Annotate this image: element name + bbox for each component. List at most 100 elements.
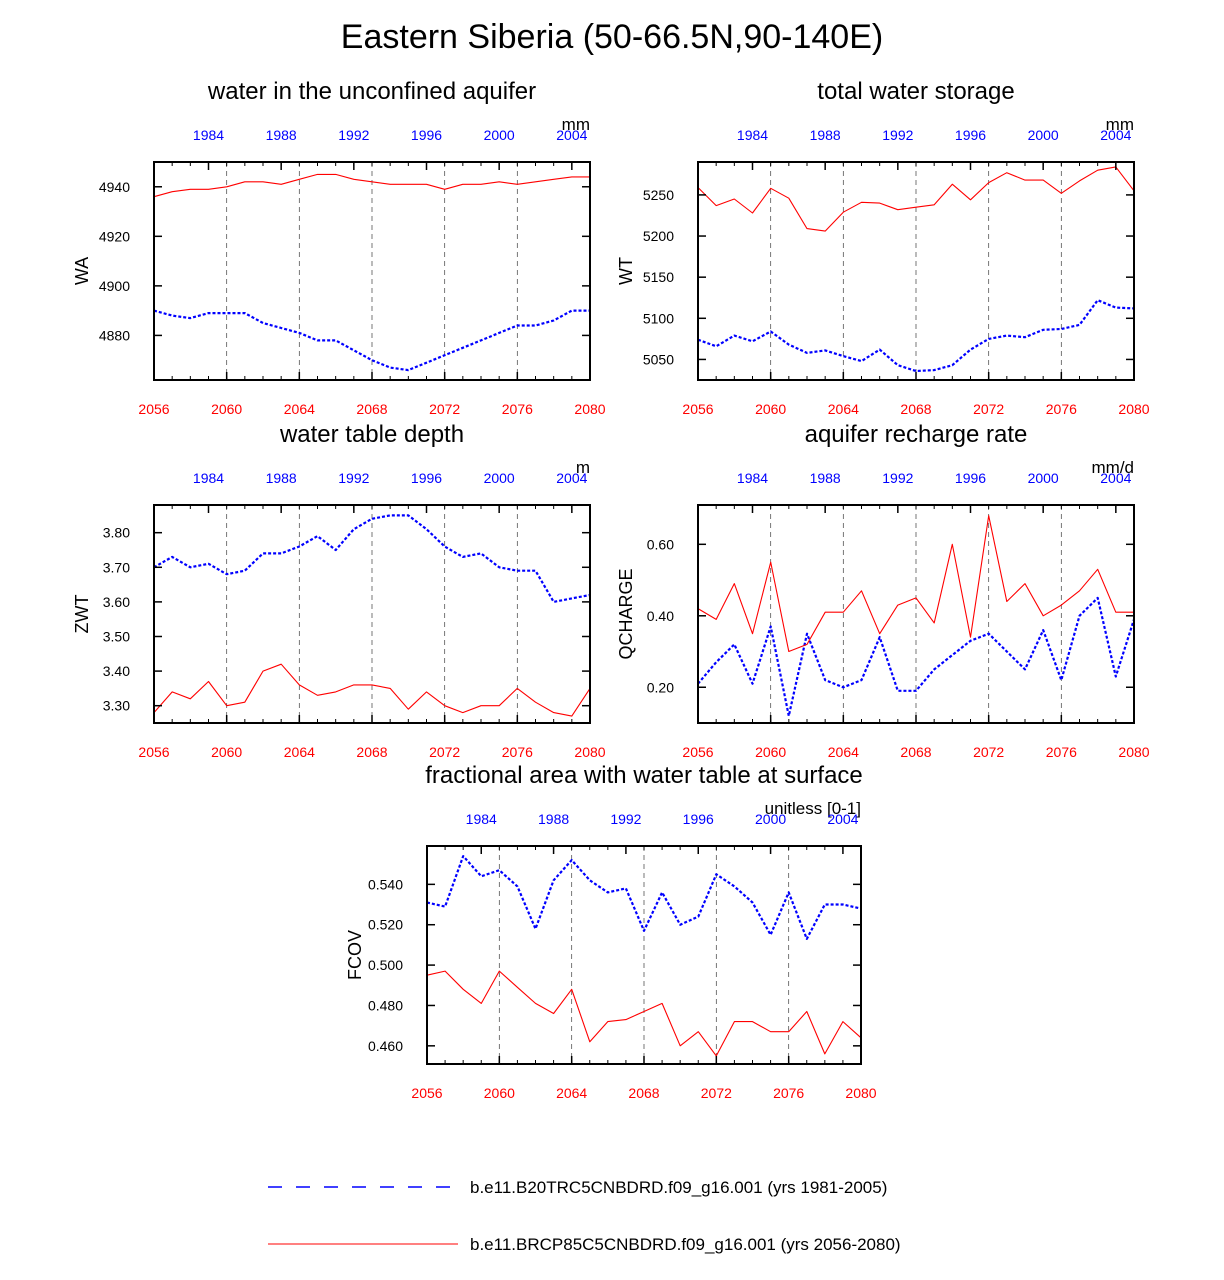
panel-units-wa: mm <box>562 115 590 134</box>
x-tick-label-top-wt: 1984 <box>737 127 768 143</box>
x-tick-label-top-zwt: 2004 <box>556 470 587 486</box>
x-tick-label-top-qcharge: 1992 <box>882 470 913 486</box>
panel-title-wa: water in the unconfined aquifer <box>207 78 536 105</box>
y-tick-label-zwt: 3.80 <box>103 525 130 541</box>
x-tick-label-top-qcharge: 1988 <box>810 470 841 486</box>
x-tick-label-top-fcov: 1996 <box>683 811 714 827</box>
x-tick-label-top-wa: 2000 <box>484 127 515 143</box>
x-tick-label-top-fcov: 1984 <box>466 811 497 827</box>
series-line-fcov-future <box>426 970 862 1057</box>
x-tick-label-top-wt: 1992 <box>882 127 913 143</box>
y-axis-label-zwt: ZWT <box>72 595 92 634</box>
x-tick-label-top-zwt: 1996 <box>411 470 442 486</box>
y-tick-label-wa: 4900 <box>99 278 130 294</box>
y-tick-label-qcharge: 0.40 <box>647 608 674 624</box>
x-tick-label-bottom-wt: 2056 <box>682 401 713 417</box>
x-tick-label-top-wa: 2004 <box>556 127 587 143</box>
x-tick-label-bottom-qcharge: 2072 <box>973 744 1004 760</box>
panel-title-qcharge: aquifer recharge rate <box>805 421 1028 448</box>
y-tick-label-wt: 5150 <box>643 269 674 285</box>
panel-qcharge: aquifer recharge rate mm/d QCHARGE 2056 2060… <box>616 421 1150 760</box>
legend: b.e11.B20TRC5CNBDRD.f09_g16.001 (yrs 198… <box>268 1178 901 1254</box>
series-line-fcov-ctrl <box>426 854 862 941</box>
series-line-qcharge-future <box>697 515 1134 653</box>
x-tick-label-bottom-zwt: 2056 <box>138 744 169 760</box>
x-tick-label-bottom-wt: 2068 <box>900 401 931 417</box>
x-tick-label-bottom-fcov: 2060 <box>484 1085 515 1101</box>
x-tick-label-bottom-wt: 2080 <box>1118 401 1149 417</box>
x-tick-label-bottom-wa: 2072 <box>429 401 460 417</box>
x-tick-label-top-fcov: 1992 <box>610 811 641 827</box>
figure-title: Eastern Siberia (50-66.5N,90-140E) <box>340 18 884 56</box>
x-tick-label-bottom-qcharge: 2080 <box>1118 744 1149 760</box>
panel-title-fcov: fractional area with water table at surf… <box>425 762 863 789</box>
x-tick-label-top-fcov: 2004 <box>827 811 858 827</box>
x-tick-label-bottom-wa: 2056 <box>138 401 169 417</box>
x-tick-label-top-zwt: 1992 <box>338 470 369 486</box>
y-axis-label-qcharge: QCHARGE <box>616 568 636 659</box>
series-line-wt-future <box>697 166 1135 232</box>
series-line-wa-future <box>153 173 590 198</box>
x-tick-label-bottom-zwt: 2060 <box>211 744 242 760</box>
panel-units-fcov: unitless [0-1] <box>765 799 861 818</box>
panel-wa: water in the unconfined aquifer mm WA 2056 2… <box>72 78 606 417</box>
x-tick-label-bottom-wt: 2064 <box>828 401 859 417</box>
legend-label-ctrl: b.e11.B20TRC5CNBDRD.f09_g16.001 (yrs 198… <box>470 1178 887 1197</box>
x-tick-label-bottom-wt: 2060 <box>755 401 786 417</box>
y-axis-label-fcov: FCOV <box>345 930 365 980</box>
x-tick-label-top-fcov: 2000 <box>755 811 786 827</box>
x-tick-label-bottom-zwt: 2068 <box>356 744 387 760</box>
panel-units-qcharge: mm/d <box>1092 458 1135 477</box>
y-tick-label-zwt: 3.30 <box>103 698 130 714</box>
x-tick-label-bottom-wa: 2064 <box>284 401 315 417</box>
x-tick-label-bottom-fcov: 2068 <box>628 1085 659 1101</box>
x-tick-label-bottom-qcharge: 2068 <box>900 744 931 760</box>
x-tick-label-bottom-wa: 2076 <box>502 401 533 417</box>
y-tick-label-wa: 4880 <box>99 327 130 343</box>
y-tick-label-wt: 5200 <box>643 228 674 244</box>
y-tick-label-zwt: 3.70 <box>103 559 130 575</box>
x-tick-label-top-zwt: 1988 <box>266 470 297 486</box>
x-tick-label-bottom-wt: 2072 <box>973 401 1004 417</box>
y-tick-label-wa: 4940 <box>99 179 130 195</box>
x-tick-label-bottom-zwt: 2080 <box>574 744 605 760</box>
x-tick-label-bottom-zwt: 2076 <box>502 744 533 760</box>
legend-label-future: b.e11.BRCP85C5CNBDRD.f09_g16.001 (yrs 20… <box>470 1235 901 1254</box>
y-tick-label-qcharge: 0.60 <box>647 536 674 552</box>
panel-fcov: fractional area with water table at surf… <box>345 762 877 1101</box>
x-tick-label-bottom-wa: 2060 <box>211 401 242 417</box>
y-tick-label-wt: 5250 <box>643 187 674 203</box>
panel-title-zwt: water table depth <box>279 421 464 448</box>
series-line-wt-ctrl <box>697 299 1135 373</box>
x-tick-label-top-wt: 1988 <box>810 127 841 143</box>
x-tick-label-top-wa: 1988 <box>266 127 297 143</box>
x-tick-label-bottom-qcharge: 2076 <box>1046 744 1077 760</box>
x-tick-label-top-zwt: 1984 <box>193 470 224 486</box>
panel-zwt: water table depth m ZWT 2056 2060 2064 2068 207… <box>72 421 606 760</box>
panels-group: water in the unconfined aquifer mm WA 2056 2… <box>72 78 1150 1101</box>
x-tick-label-bottom-fcov: 2076 <box>773 1085 804 1101</box>
panel-units-zwt: m <box>576 458 590 477</box>
x-tick-label-top-qcharge: 2000 <box>1028 470 1059 486</box>
x-tick-label-top-zwt: 2000 <box>484 470 515 486</box>
panel-units-wt: mm <box>1106 115 1134 134</box>
y-axis-label-wa: WA <box>72 257 92 285</box>
x-tick-label-top-wa: 1992 <box>338 127 369 143</box>
x-tick-label-bottom-zwt: 2072 <box>429 744 460 760</box>
y-tick-label-qcharge: 0.20 <box>647 679 674 695</box>
x-tick-label-top-qcharge: 2004 <box>1100 470 1131 486</box>
series-line-zwt-future <box>153 663 591 717</box>
x-tick-label-bottom-wt: 2076 <box>1046 401 1077 417</box>
x-tick-label-top-wa: 1996 <box>411 127 442 143</box>
x-tick-label-bottom-qcharge: 2064 <box>828 744 859 760</box>
x-tick-label-top-wa: 1984 <box>193 127 224 143</box>
x-tick-label-top-wt: 2004 <box>1100 127 1131 143</box>
series-line-zwt-ctrl <box>153 514 591 604</box>
y-tick-label-zwt: 3.40 <box>103 663 130 679</box>
x-tick-label-bottom-qcharge: 2056 <box>682 744 713 760</box>
y-tick-label-fcov: 0.480 <box>368 997 403 1013</box>
x-tick-label-top-fcov: 1988 <box>538 811 569 827</box>
x-tick-label-top-wt: 1996 <box>955 127 986 143</box>
series-line-wa-ctrl <box>153 309 590 372</box>
